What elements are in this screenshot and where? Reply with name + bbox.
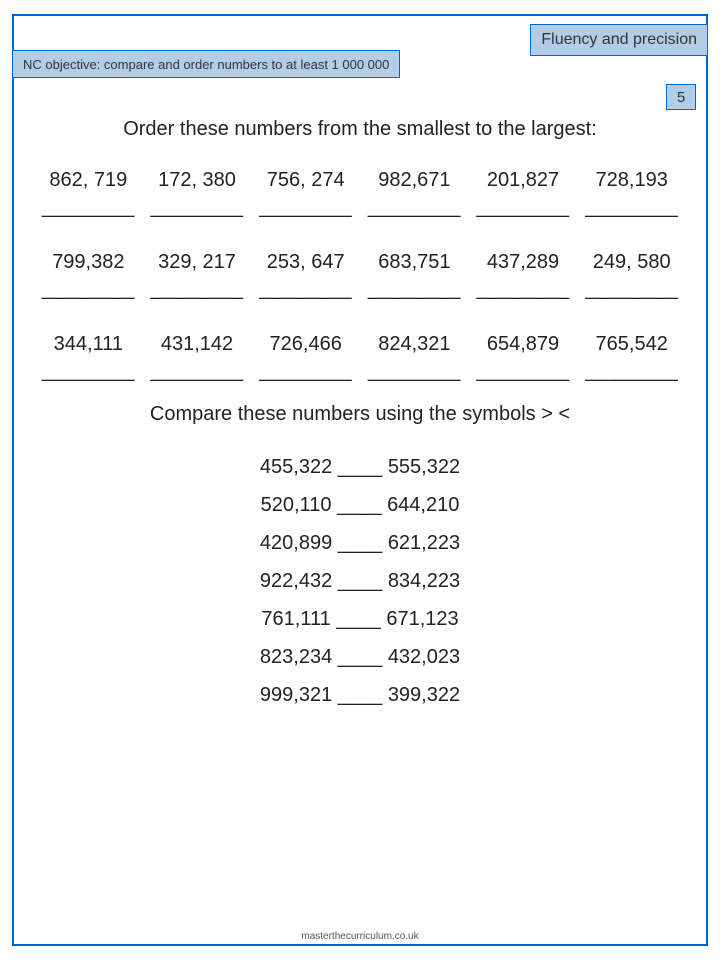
compare-row: 922,432 ____ 834,223 xyxy=(30,562,690,600)
number-cell: 249, 580 xyxy=(577,251,686,274)
answer-blank[interactable]: ________ xyxy=(577,278,686,301)
answer-blank[interactable]: ________ xyxy=(251,360,360,383)
compare-left: 999,321 xyxy=(260,684,332,706)
compare-blank[interactable]: ____ xyxy=(338,570,383,592)
answer-blank[interactable]: ________ xyxy=(34,360,143,383)
compare-instruction: Compare these numbers using the symbols … xyxy=(30,403,690,426)
compare-row: 455,322 ____ 555,322 xyxy=(30,448,690,486)
order-group-3: 344,111 431,142 726,466 824,321 654,879 … xyxy=(30,333,690,383)
answer-blank[interactable]: ________ xyxy=(577,360,686,383)
number-cell: 756, 274 xyxy=(251,169,360,192)
compare-left: 823,234 xyxy=(260,646,332,668)
answer-blank[interactable]: ________ xyxy=(360,278,469,301)
number-cell: 799,382 xyxy=(34,251,143,274)
compare-blank[interactable]: ____ xyxy=(338,532,383,554)
compare-right: 432,023 xyxy=(388,646,460,668)
compare-blank[interactable]: ____ xyxy=(338,456,383,478)
answer-blank[interactable]: ________ xyxy=(143,278,252,301)
number-cell: 431,142 xyxy=(143,333,252,356)
order-group-1: 862, 719 172, 380 756, 274 982,671 201,8… xyxy=(30,169,690,219)
answer-blank[interactable]: ________ xyxy=(469,278,578,301)
number-row: 799,382 329, 217 253, 647 683,751 437,28… xyxy=(30,251,690,274)
compare-right: 555,322 xyxy=(388,456,460,478)
compare-blank[interactable]: ____ xyxy=(338,684,383,706)
compare-left: 922,432 xyxy=(260,570,332,592)
compare-right: 834,223 xyxy=(388,570,460,592)
fluency-tag: Fluency and precision xyxy=(530,24,708,56)
compare-left: 455,322 xyxy=(260,456,332,478)
compare-blank[interactable]: ____ xyxy=(336,608,381,630)
compare-blank[interactable]: ____ xyxy=(337,494,382,516)
content-area: Order these numbers from the smallest to… xyxy=(30,118,690,930)
number-row: 344,111 431,142 726,466 824,321 654,879 … xyxy=(30,333,690,356)
answer-blank[interactable]: ________ xyxy=(34,196,143,219)
blank-row: ________ ________ ________ ________ ____… xyxy=(30,196,690,219)
answer-blank[interactable]: ________ xyxy=(251,278,360,301)
number-row: 862, 719 172, 380 756, 274 982,671 201,8… xyxy=(30,169,690,192)
objective-tag: NC objective: compare and order numbers … xyxy=(12,50,400,78)
answer-blank[interactable]: ________ xyxy=(143,196,252,219)
compare-blank[interactable]: ____ xyxy=(338,646,383,668)
number-cell: 824,321 xyxy=(360,333,469,356)
compare-row: 520,110 ____ 644,210 xyxy=(30,486,690,524)
compare-right: 671,123 xyxy=(386,608,458,630)
page-number-box: 5 xyxy=(666,84,696,110)
compare-row: 999,321 ____ 399,322 xyxy=(30,676,690,714)
number-cell: 437,289 xyxy=(469,251,578,274)
compare-list: 455,322 ____ 555,322 520,110 ____ 644,21… xyxy=(30,448,690,714)
worksheet-page: Fluency and precision NC objective: comp… xyxy=(0,0,720,960)
number-cell: 172, 380 xyxy=(143,169,252,192)
fluency-label: Fluency and precision xyxy=(541,31,697,49)
compare-left: 520,110 xyxy=(261,494,332,516)
number-cell: 765,542 xyxy=(577,333,686,356)
blank-row: ________ ________ ________ ________ ____… xyxy=(30,278,690,301)
answer-blank[interactable]: ________ xyxy=(469,196,578,219)
number-cell: 344,111 xyxy=(34,333,143,356)
answer-blank[interactable]: ________ xyxy=(360,360,469,383)
answer-blank[interactable]: ________ xyxy=(360,196,469,219)
order-group-2: 799,382 329, 217 253, 647 683,751 437,28… xyxy=(30,251,690,301)
number-cell: 982,671 xyxy=(360,169,469,192)
number-cell: 201,827 xyxy=(469,169,578,192)
answer-blank[interactable]: ________ xyxy=(469,360,578,383)
answer-blank[interactable]: ________ xyxy=(34,278,143,301)
page-number: 5 xyxy=(677,89,685,106)
blank-row: ________ ________ ________ ________ ____… xyxy=(30,360,690,383)
number-cell: 654,879 xyxy=(469,333,578,356)
compare-left: 420,899 xyxy=(260,532,332,554)
number-cell: 329, 217 xyxy=(143,251,252,274)
objective-label: NC objective: compare and order numbers … xyxy=(23,57,389,72)
footer-credit: masterthecurriculum.co.uk xyxy=(0,931,720,942)
compare-row: 823,234 ____ 432,023 xyxy=(30,638,690,676)
number-cell: 862, 719 xyxy=(34,169,143,192)
answer-blank[interactable]: ________ xyxy=(251,196,360,219)
number-cell: 726,466 xyxy=(251,333,360,356)
answer-blank[interactable]: ________ xyxy=(143,360,252,383)
compare-right: 644,210 xyxy=(387,494,459,516)
compare-row: 761,111 ____ 671,123 xyxy=(30,600,690,638)
answer-blank[interactable]: ________ xyxy=(577,196,686,219)
number-cell: 683,751 xyxy=(360,251,469,274)
compare-right: 621,223 xyxy=(388,532,460,554)
order-instruction: Order these numbers from the smallest to… xyxy=(30,118,690,141)
compare-row: 420,899 ____ 621,223 xyxy=(30,524,690,562)
compare-right: 399,322 xyxy=(388,684,460,706)
compare-left: 761,111 xyxy=(261,608,330,630)
number-cell: 253, 647 xyxy=(251,251,360,274)
number-cell: 728,193 xyxy=(577,169,686,192)
